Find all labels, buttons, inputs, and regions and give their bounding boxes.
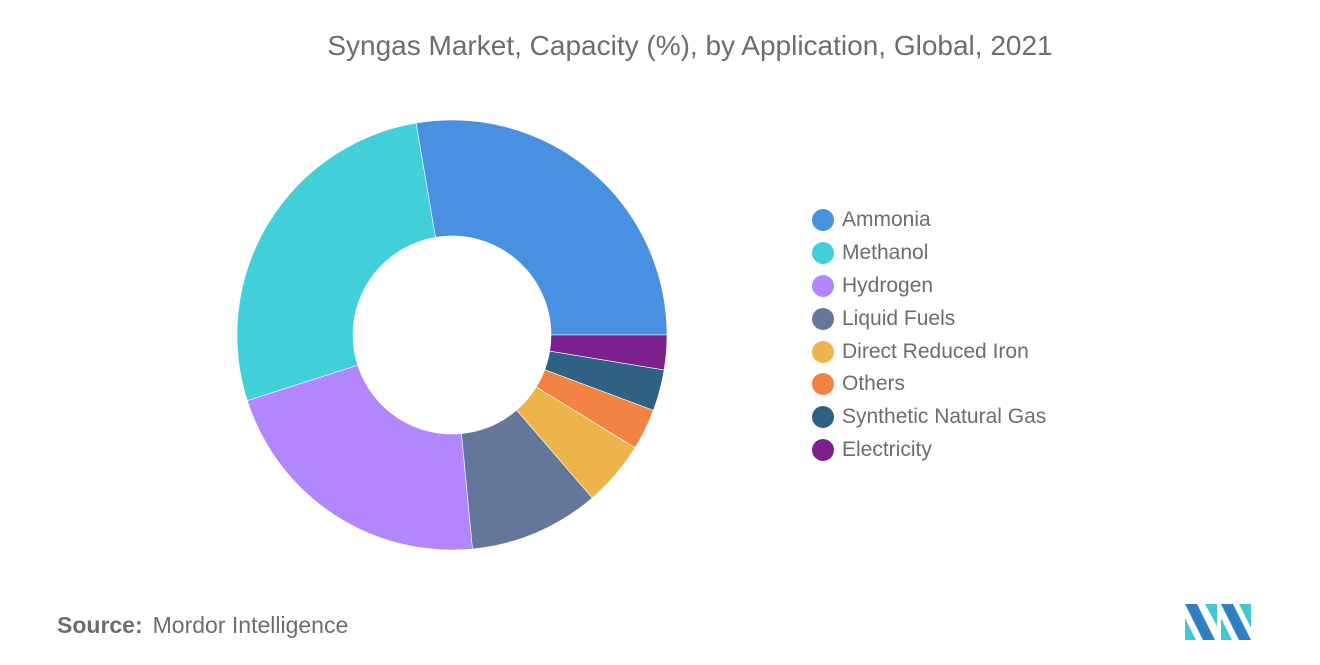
legend-label: Ammonia bbox=[842, 208, 931, 232]
source-note: Source: Mordor Intelligence bbox=[57, 612, 348, 639]
legend-swatch-icon bbox=[812, 209, 834, 232]
legend-swatch-icon bbox=[812, 307, 834, 330]
legend-label: Direct Reduced Iron bbox=[842, 339, 1029, 363]
source-value: Mordor Intelligence bbox=[152, 612, 349, 638]
mordor-logo-icon bbox=[1185, 604, 1251, 640]
legend-label: Liquid Fuels bbox=[842, 306, 956, 330]
legend-label: Synthetic Natural Gas bbox=[842, 405, 1047, 429]
legend-swatch-icon bbox=[812, 373, 834, 396]
source-label: Source: bbox=[57, 612, 143, 638]
legend-item-others: Others bbox=[812, 368, 1046, 401]
legend-swatch-icon bbox=[812, 438, 834, 461]
slice-electricity bbox=[549, 334, 668, 371]
legend-label: Electricity bbox=[842, 437, 932, 461]
legend-item-electricity: Electricity bbox=[812, 434, 1046, 467]
legend-label: Hydrogen bbox=[842, 273, 934, 297]
chart-title: Syngas Market, Capacity (%), by Applicat… bbox=[327, 30, 1053, 61]
legend-swatch-icon bbox=[812, 274, 834, 297]
legend: Ammonia Methanol Hydrogen Liquid Fuels D… bbox=[812, 204, 1046, 466]
legend-item-synthetic-natural-gas: Synthetic Natural Gas bbox=[812, 401, 1046, 434]
legend-item-hydrogen: Hydrogen bbox=[812, 270, 1046, 303]
slice-methanol bbox=[236, 122, 436, 402]
legend-swatch-icon bbox=[812, 242, 834, 265]
donut-slices bbox=[236, 119, 668, 551]
slice-hydrogen bbox=[246, 364, 473, 551]
legend-swatch-icon bbox=[812, 406, 834, 429]
donut-chart bbox=[236, 119, 668, 551]
legend-label: Methanol bbox=[842, 241, 929, 265]
legend-item-ammonia: Ammonia bbox=[812, 204, 1046, 237]
legend-swatch-icon bbox=[812, 340, 834, 363]
legend-item-liquid-fuels: Liquid Fuels bbox=[812, 302, 1046, 335]
legend-item-direct-reduced-iron: Direct Reduced Iron bbox=[812, 335, 1046, 368]
legend-label: Others bbox=[842, 372, 906, 396]
slice-ammonia bbox=[415, 119, 668, 336]
legend-item-methanol: Methanol bbox=[812, 237, 1046, 270]
